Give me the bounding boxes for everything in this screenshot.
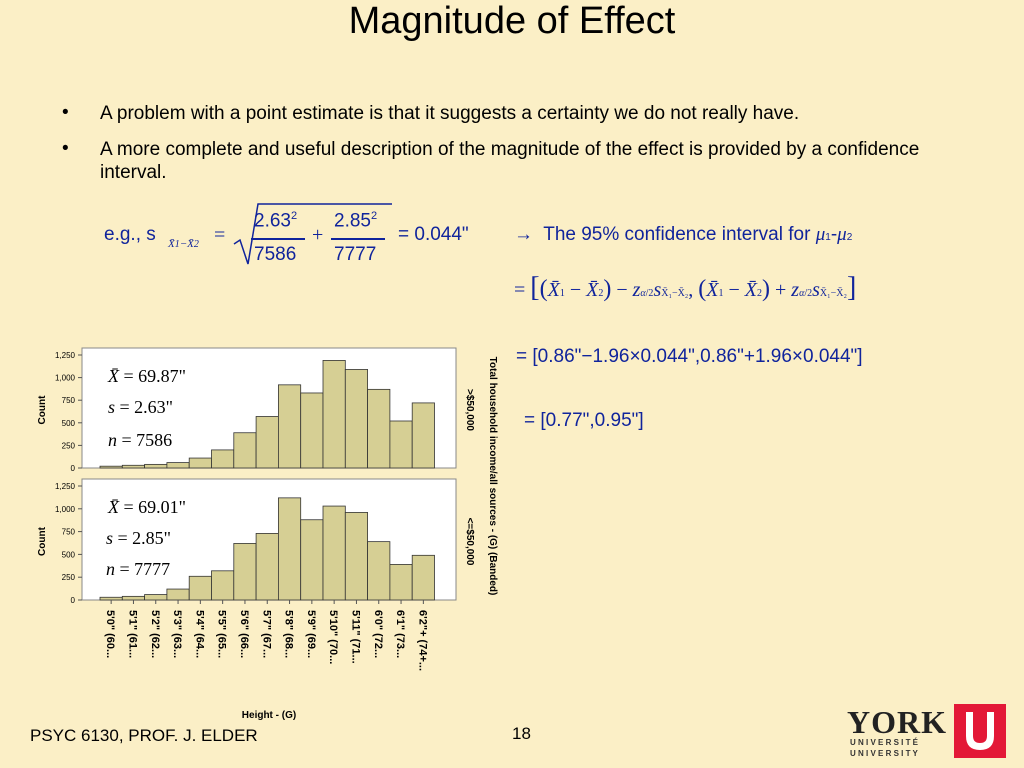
y-tick-label: 250 <box>62 441 76 450</box>
y-tick-label: 1,000 <box>55 505 76 514</box>
bullet-text-1: A problem with a point estimate is that … <box>100 103 800 124</box>
histogram-bar <box>277 497 302 601</box>
histogram-bar <box>166 462 190 469</box>
histogram-bar <box>233 432 257 469</box>
histogram-bar <box>344 369 368 469</box>
sd1-value: 2.632 <box>254 210 298 232</box>
histogram-bar <box>367 541 391 601</box>
york-u-icon <box>954 704 1006 758</box>
x-tick-label: 5'2" (62... <box>149 610 161 658</box>
histogram-bar <box>144 463 168 469</box>
histogram-bar <box>255 533 279 601</box>
stats-s-top: s = 2.63" <box>108 397 174 417</box>
histogram-bar <box>389 564 413 601</box>
histogram-bar <box>188 575 212 601</box>
bullet-marker: • <box>62 102 69 123</box>
se-result: = 0.044" <box>398 224 469 245</box>
x-tick-label: 6'2"+ (74+... <box>416 610 428 671</box>
x-tick-label: 5'4" (64... <box>193 610 205 658</box>
x-tick-label: 5'0" (60... <box>104 610 116 658</box>
y-tick-label: 750 <box>62 396 76 405</box>
histogram-bar <box>99 465 123 469</box>
se-subscript: X̄1−X̄2 <box>168 238 199 250</box>
page-title: Magnitude of Effect <box>348 0 676 42</box>
x-tick-label: 5'9" (69... <box>305 610 317 658</box>
sd2-value: 2.852 <box>334 210 378 232</box>
x-tick-label: 5'10" (70... <box>327 610 339 664</box>
histogram-bar <box>322 360 346 469</box>
histogram-bar <box>121 595 146 601</box>
x-tick-label: 6'1" (73... <box>394 610 406 658</box>
stats-n-top: n = 7586 <box>108 430 173 450</box>
stats-mean-top: X̄ = 69.87" <box>108 366 187 386</box>
bullet-marker: • <box>62 138 69 159</box>
histogram-bar <box>211 570 235 601</box>
histogram-bar <box>344 512 368 601</box>
y-axis-label: Count <box>37 395 48 425</box>
histogram-bar <box>322 505 346 601</box>
x-tick-label: 5'8" (68... <box>283 610 295 658</box>
right-axis-label: Total household income/all sources - (G)… <box>487 357 498 596</box>
x-axis-label: Height - (G) <box>242 710 296 721</box>
bullet-text-2: A more complete and useful description o… <box>100 139 920 183</box>
histogram-bar <box>300 519 324 601</box>
histogram-bar <box>277 384 302 469</box>
histogram-bar <box>99 596 123 601</box>
histogram-bar <box>233 543 257 601</box>
ci-general-formula: = [(X̄1 − X̄2) − zα/2sX̄₁−X̄₂, (X̄1 − X̄… <box>514 272 857 303</box>
y-tick-label: 500 <box>62 419 76 428</box>
histogram-bar <box>211 449 235 469</box>
y-tick-label: 1,250 <box>55 351 76 360</box>
histogram-bar <box>144 594 168 601</box>
panel-label: >$50,000 <box>464 389 475 431</box>
x-tick-label: 5'7" (67... <box>260 610 272 658</box>
sqrt-icon <box>233 203 392 265</box>
histogram-bar <box>255 416 279 469</box>
y-tick-label: 500 <box>62 550 76 559</box>
histogram-bar <box>300 392 324 469</box>
x-tick-label: 5'6" (66... <box>238 610 250 658</box>
arrow-right-icon: → <box>514 224 533 245</box>
x-tick-label: 5'1" (61... <box>126 610 138 658</box>
plus-sign: + <box>312 224 324 246</box>
x-tick-label: 5'5" (65... <box>216 610 228 658</box>
histogram-bar <box>411 402 435 469</box>
x-tick-label: 6'0" (72... <box>372 610 384 658</box>
ci-step2: = [0.77",0.95"] <box>524 410 644 431</box>
page-number: 18 <box>512 724 531 743</box>
stats-n-bottom: n = 7777 <box>106 559 171 579</box>
equals-sign: = <box>214 224 226 246</box>
histogram-bar <box>367 388 391 469</box>
histogram-bar <box>411 554 435 601</box>
eg-prefix: e.g., s <box>104 224 156 245</box>
stats-s-bottom: s = 2.85" <box>106 528 172 548</box>
n1-value: 7586 <box>254 244 297 265</box>
y-tick-label: 1,000 <box>55 374 76 383</box>
ci-step1: = [0.86"−1.96×0.044",0.86"+1.96×0.044"] <box>516 346 863 367</box>
y-tick-label: 0 <box>71 464 76 473</box>
x-tick-label: 5'11" (71... <box>349 610 361 664</box>
panel-label: <=$50,000 <box>464 518 475 566</box>
footer-course: PSYC 6130, PROF. J. ELDER <box>30 726 258 745</box>
y-axis-label: Count <box>37 526 48 556</box>
y-tick-label: 1,250 <box>55 482 76 491</box>
stats-mean-bottom: X̄ = 69.01" <box>108 497 187 517</box>
ci-description: → The 95% confidence interval for μ1-μ2 <box>514 224 853 245</box>
histogram-bar <box>166 588 190 601</box>
x-tick-label: 5'3" (63... <box>171 610 183 658</box>
y-tick-label: 0 <box>71 596 76 605</box>
y-tick-label: 750 <box>62 528 76 537</box>
n2-value: 7777 <box>334 244 377 265</box>
y-tick-label: 250 <box>62 573 76 582</box>
histogram-bar <box>121 464 146 469</box>
histogram-bar <box>188 457 212 469</box>
histogram-bar <box>389 420 413 469</box>
